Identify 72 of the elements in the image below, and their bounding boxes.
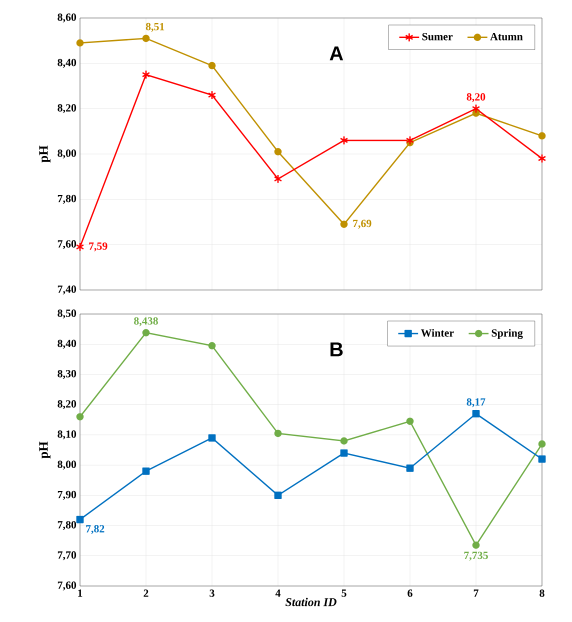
point	[406, 464, 414, 472]
y-axis-title: pH	[39, 442, 50, 458]
annotation: 7,735	[464, 552, 488, 561]
x-tick-label: 2	[144, 590, 148, 597]
y-tick-label: 7,70	[58, 551, 76, 560]
point	[406, 136, 414, 146]
annotation: 7,59	[89, 242, 108, 252]
y-tick-label: 8,00	[58, 460, 76, 470]
x-tick-label: 4	[275, 590, 281, 597]
y-tick-label: 8,20	[58, 400, 76, 410]
y-tick-label: 8,60	[58, 14, 76, 22]
annotation: 8,51	[146, 22, 164, 32]
point	[538, 154, 546, 164]
y-tick-label: 7,60	[58, 240, 76, 250]
y-tick-label: 8,40	[58, 58, 76, 68]
y-tick-label: 8,30	[58, 370, 76, 379]
point	[538, 132, 546, 140]
x-tick-label: 3	[210, 590, 214, 597]
x-tick-label: 1	[78, 590, 82, 597]
annotation: 7,82	[86, 525, 104, 534]
point	[406, 418, 414, 425]
point	[340, 136, 348, 146]
x-tick-label: 8	[540, 590, 544, 597]
y-tick-label: 7,90	[58, 490, 76, 500]
point	[340, 449, 348, 457]
point	[274, 430, 282, 438]
y-axis-title: pH	[39, 146, 50, 162]
point	[208, 434, 216, 442]
point	[142, 329, 150, 336]
point	[340, 437, 348, 445]
y-tick-label: 7,60	[58, 582, 76, 590]
legend-label: Atumn	[490, 32, 523, 40]
point	[142, 34, 150, 42]
x-tick-label: 5	[342, 590, 346, 597]
y-tick-label: 8,40	[58, 340, 76, 349]
point	[274, 174, 282, 184]
point	[208, 90, 216, 100]
point	[340, 220, 348, 228]
x-axis-title: Station ID	[285, 598, 336, 606]
point	[76, 516, 84, 524]
point	[142, 70, 150, 80]
point	[538, 440, 546, 448]
text: B	[330, 342, 343, 356]
x-tick-label: 7	[474, 590, 478, 597]
y-tick-label: 8,50	[58, 310, 76, 319]
point	[472, 542, 480, 549]
point	[538, 455, 546, 463]
point	[274, 148, 282, 156]
point	[76, 413, 84, 420]
annotation: 7,69	[353, 220, 372, 229]
annotation: 8,438	[134, 317, 158, 326]
x-tick-label: 6	[408, 590, 412, 597]
annotation: 8,20	[466, 93, 486, 102]
point	[208, 342, 216, 350]
y-tick-label: 7,80	[58, 194, 76, 204]
point	[76, 242, 84, 252]
legend-label: Spring	[492, 328, 523, 339]
y-tick-label: 8,10	[58, 430, 76, 440]
point	[472, 410, 480, 418]
legend-label: Sumer	[422, 32, 453, 40]
y-tick-label: 8,20	[58, 104, 76, 114]
point	[472, 104, 480, 114]
y-tick-label: 8,00	[58, 150, 76, 158]
point	[142, 467, 150, 475]
point	[274, 492, 282, 500]
point	[208, 62, 216, 70]
text: A	[330, 46, 344, 60]
point	[76, 39, 84, 47]
y-tick-label: 7,40	[58, 286, 76, 294]
y-tick-label: 7,80	[58, 521, 76, 530]
annotation: 8,17	[466, 398, 486, 408]
legend-label: Winter	[420, 328, 454, 337]
